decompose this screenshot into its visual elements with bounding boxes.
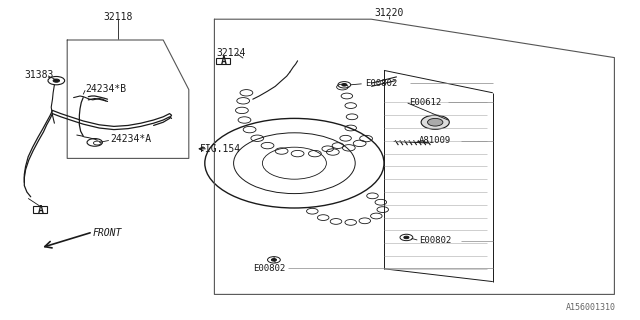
Circle shape <box>404 236 409 239</box>
Text: 31220: 31220 <box>374 8 404 19</box>
Text: 31383: 31383 <box>24 70 54 80</box>
Text: 24234*A: 24234*A <box>111 133 152 144</box>
Circle shape <box>428 118 443 126</box>
Circle shape <box>53 79 60 82</box>
Bar <box>33 206 47 213</box>
Text: E00802: E00802 <box>419 236 451 245</box>
Text: E00802: E00802 <box>253 264 285 273</box>
Circle shape <box>342 84 347 86</box>
Text: FRONT: FRONT <box>93 228 122 238</box>
Text: A156001310: A156001310 <box>566 303 616 312</box>
Text: 32124: 32124 <box>216 48 246 58</box>
Text: A81009: A81009 <box>419 136 451 145</box>
Bar <box>216 58 230 64</box>
Text: FIG.154: FIG.154 <box>200 144 241 154</box>
Circle shape <box>421 115 449 129</box>
Text: 24234*B: 24234*B <box>85 84 126 94</box>
Circle shape <box>271 259 276 261</box>
Text: 32118: 32118 <box>104 12 133 22</box>
Text: E00802: E00802 <box>365 79 397 88</box>
Text: A: A <box>220 56 227 66</box>
Text: E00612: E00612 <box>410 98 442 107</box>
Text: A: A <box>37 204 44 215</box>
